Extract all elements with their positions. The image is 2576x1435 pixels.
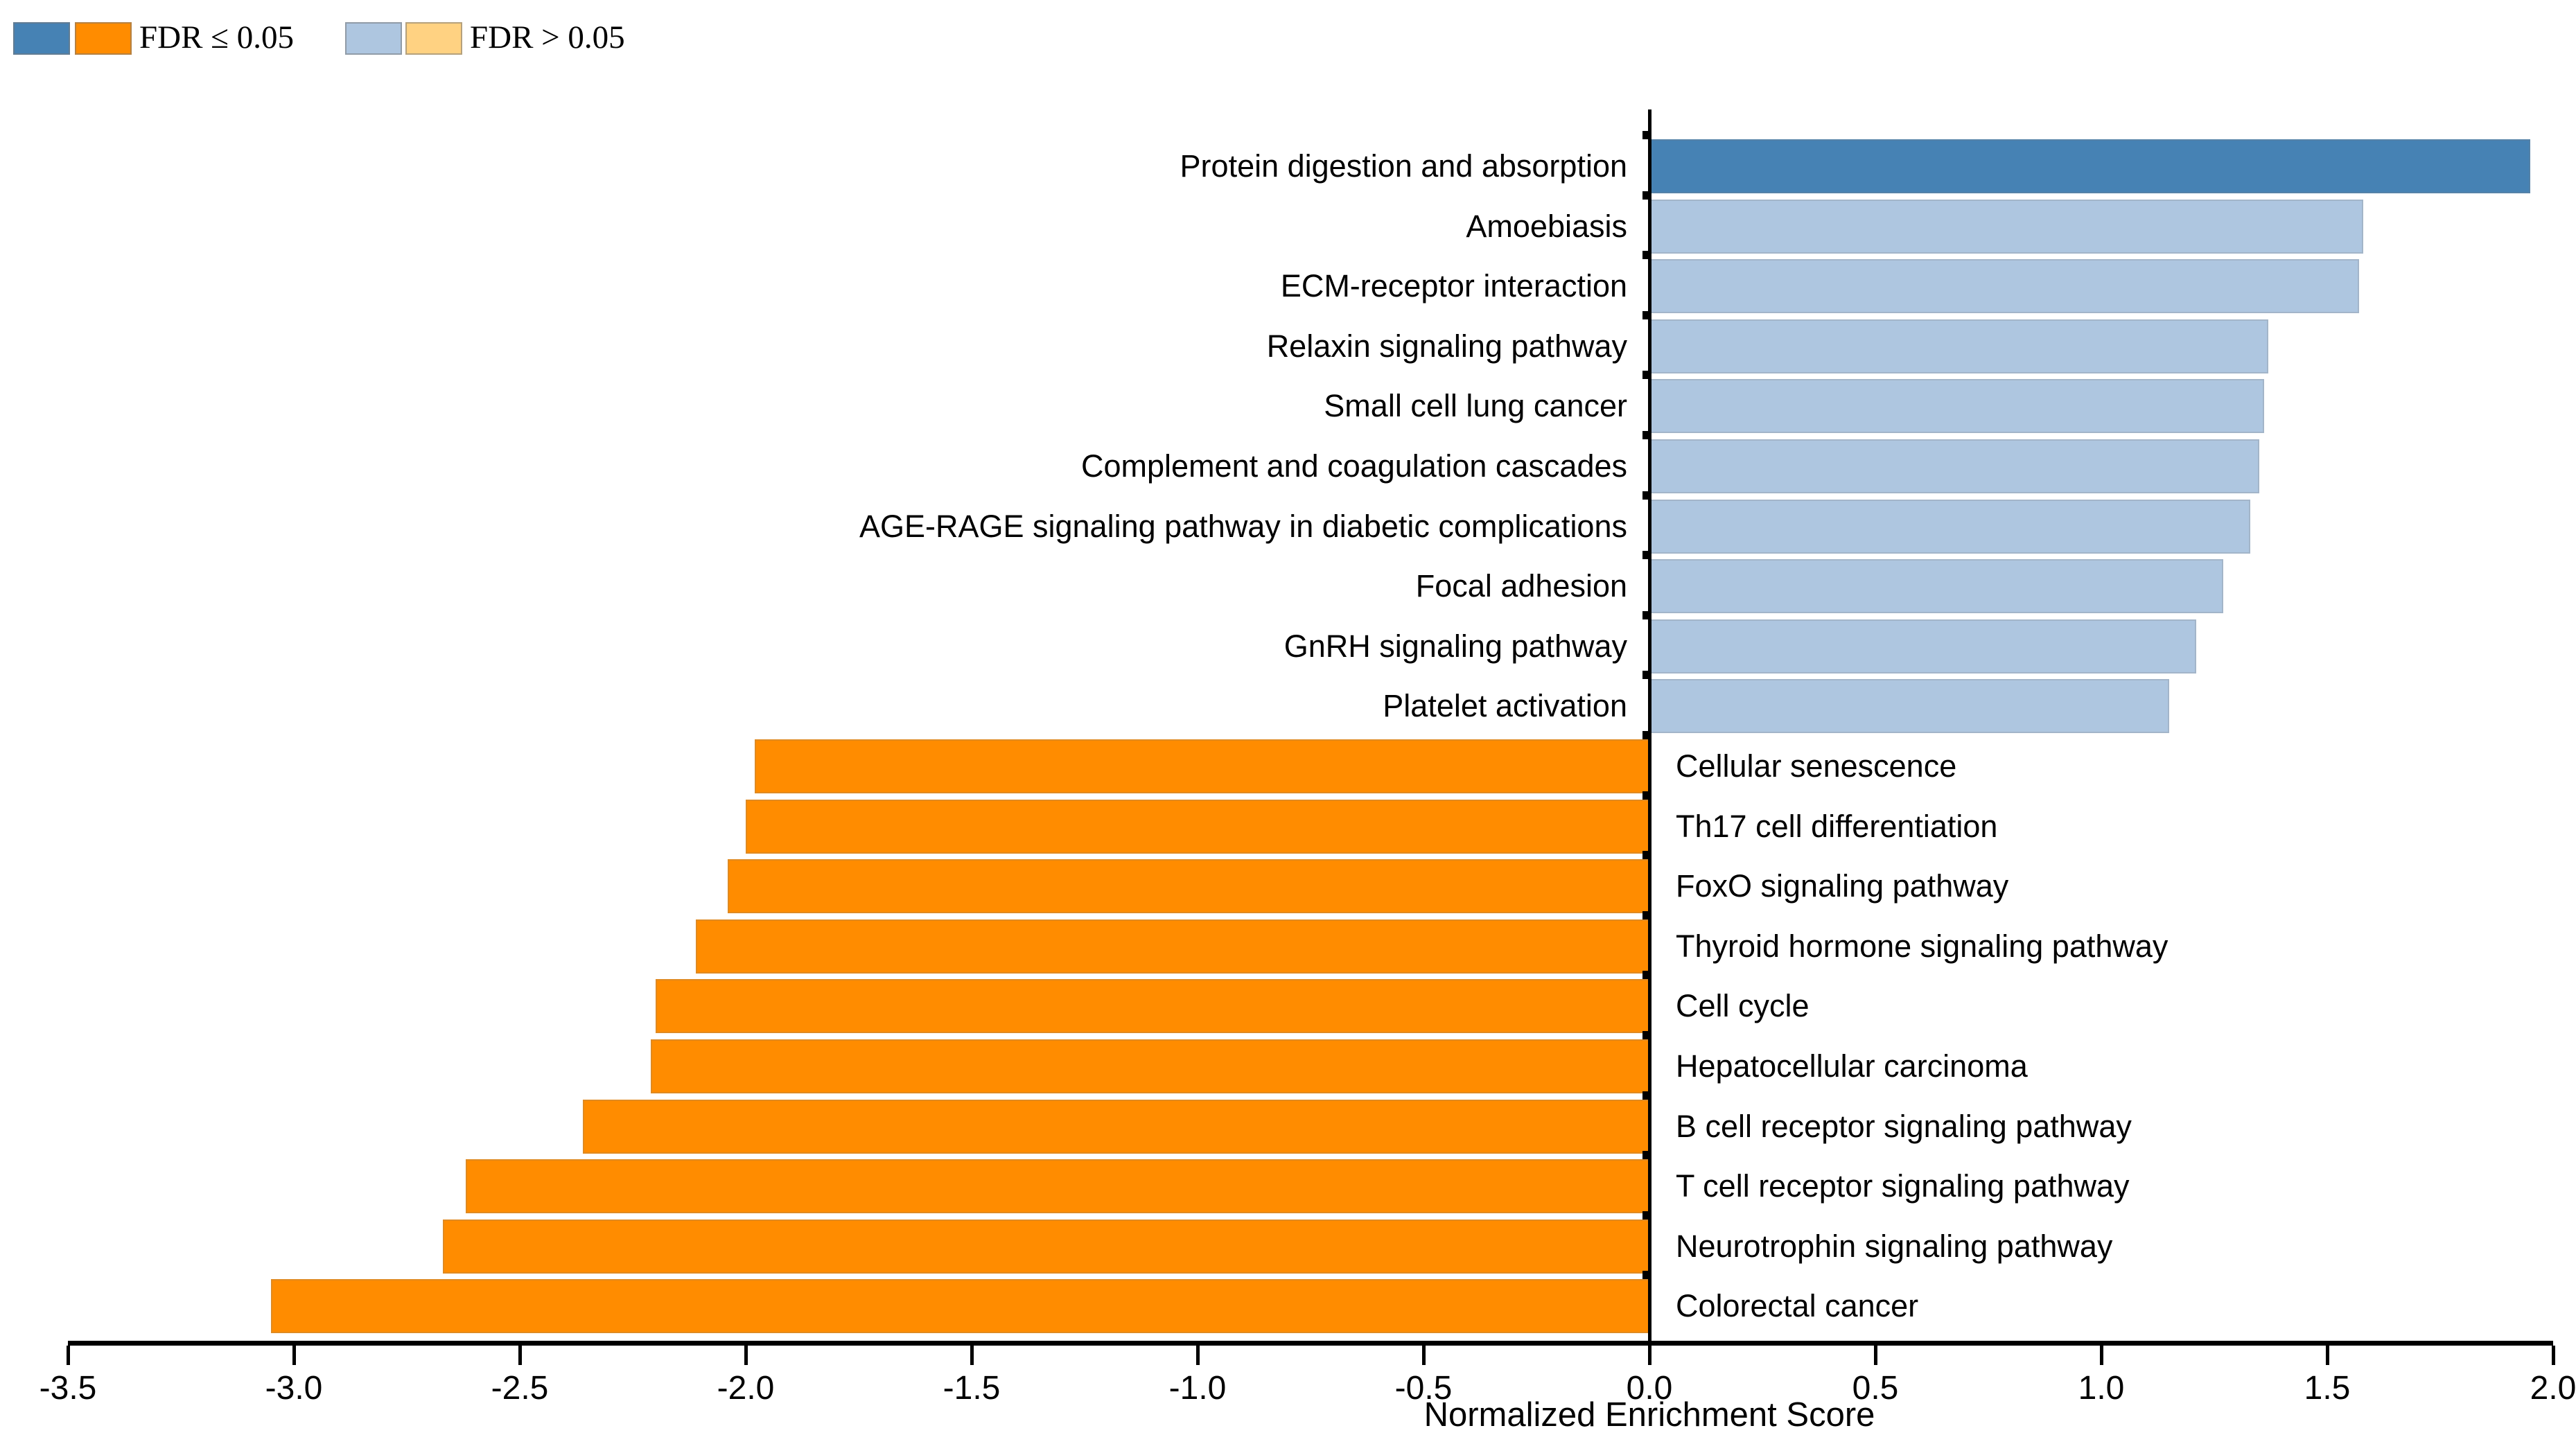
x-tick-label-0.5: 0.5 bbox=[1852, 1370, 1899, 1407]
category-label-neurotrophin-signaling-pathway: Neurotrophin signaling pathway bbox=[1676, 1228, 2113, 1264]
category-label-focal-adhesion: Focal adhesion bbox=[1415, 568, 1627, 604]
category-label-thyroid-hormone-signaling-pathway: Thyroid hormone signaling pathway bbox=[1676, 928, 2168, 964]
bar-complement-and-coagulation-cascades bbox=[1649, 439, 2260, 493]
x-tick-1.5 bbox=[2326, 1346, 2329, 1365]
legend-swatch-nonsignificant-positive bbox=[345, 22, 402, 55]
bar-gnrh-signaling-pathway bbox=[1649, 619, 2196, 674]
bar-protein-digestion-and-absorption bbox=[1649, 139, 2531, 193]
category-label-amoebiasis: Amoebiasis bbox=[1466, 208, 1627, 244]
category-label-colorectal-cancer: Colorectal cancer bbox=[1676, 1288, 1919, 1324]
legend-label-significant: FDR ≤ 0.05 bbox=[139, 19, 294, 55]
category-label-complement-and-coagulation-cascades: Complement and coagulation cascades bbox=[1081, 448, 1627, 484]
x-tick-label--3.5: -3.5 bbox=[39, 1370, 97, 1407]
x-tick-label--1.5: -1.5 bbox=[943, 1370, 1001, 1407]
category-label-th17-cell-differentiation: Th17 cell differentiation bbox=[1676, 808, 1998, 844]
category-label-age-rage-signaling-pathway-in-diabetic-complications: AGE-RAGE signaling pathway in diabetic c… bbox=[859, 508, 1627, 544]
category-label-protein-digestion-and-absorption: Protein digestion and absorption bbox=[1180, 148, 1627, 184]
x-tick-label-0.0: 0.0 bbox=[1626, 1370, 1673, 1407]
category-label-hepatocellular-carcinoma: Hepatocellular carcinoma bbox=[1676, 1048, 2028, 1084]
category-label-foxo-signaling-pathway: FoxO signaling pathway bbox=[1676, 868, 2009, 904]
bar-neurotrophin-signaling-pathway bbox=[443, 1219, 1649, 1274]
x-tick--0.5 bbox=[1422, 1346, 1426, 1365]
x-tick-label--2.5: -2.5 bbox=[491, 1370, 549, 1407]
bar-th17-cell-differentiation bbox=[746, 799, 1649, 854]
bar-focal-adhesion bbox=[1649, 559, 2224, 614]
category-label-cellular-senescence: Cellular senescence bbox=[1676, 748, 1957, 784]
bar-relaxin-signaling-pathway bbox=[1649, 319, 2269, 373]
category-label-relaxin-signaling-pathway: Relaxin signaling pathway bbox=[1266, 328, 1627, 364]
x-tick--3.0 bbox=[292, 1346, 296, 1365]
x-tick-0.0 bbox=[1648, 1346, 1651, 1365]
bar-platelet-activation bbox=[1649, 679, 2169, 734]
category-label-gnrh-signaling-pathway: GnRH signaling pathway bbox=[1283, 628, 1627, 664]
x-tick-label-1.0: 1.0 bbox=[2078, 1370, 2125, 1407]
bar-small-cell-lung-cancer bbox=[1649, 379, 2264, 434]
x-axis-line bbox=[68, 1341, 2553, 1346]
x-tick--2.0 bbox=[744, 1346, 748, 1365]
x-tick-label--2.0: -2.0 bbox=[717, 1370, 775, 1407]
x-tick-1.0 bbox=[2100, 1346, 2103, 1365]
legend-swatch-nonsignificant-negative bbox=[405, 22, 462, 55]
bar-cell-cycle bbox=[655, 979, 1649, 1034]
category-label-small-cell-lung-cancer: Small cell lung cancer bbox=[1324, 388, 1627, 424]
x-tick-label-2.0: 2.0 bbox=[2530, 1370, 2576, 1407]
bar-cellular-senescence bbox=[755, 739, 1649, 793]
x-tick-2.0 bbox=[2552, 1346, 2555, 1365]
category-label-t-cell-receptor-signaling-pathway: T cell receptor signaling pathway bbox=[1676, 1168, 2130, 1204]
bar-amoebiasis bbox=[1649, 199, 2364, 254]
x-tick-label--0.5: -0.5 bbox=[1394, 1370, 1453, 1407]
bar-t-cell-receptor-signaling-pathway bbox=[465, 1159, 1649, 1214]
category-label-b-cell-receptor-signaling-pathway: B cell receptor signaling pathway bbox=[1676, 1108, 2132, 1144]
category-label-cell-cycle: Cell cycle bbox=[1676, 988, 1810, 1024]
bar-thyroid-hormone-signaling-pathway bbox=[696, 919, 1649, 974]
x-tick--1.0 bbox=[1196, 1346, 1200, 1365]
x-tick--3.5 bbox=[67, 1346, 70, 1365]
x-axis-title: Normalized Enrichment Score bbox=[1423, 1396, 1875, 1434]
x-tick--1.5 bbox=[970, 1346, 974, 1365]
bar-colorectal-cancer bbox=[271, 1279, 1649, 1334]
bar-hepatocellular-carcinoma bbox=[651, 1039, 1649, 1093]
legend-label-nonsignificant: FDR > 0.05 bbox=[470, 19, 625, 55]
x-tick-label-1.5: 1.5 bbox=[2304, 1370, 2351, 1407]
category-label-ecm-receptor-interaction: ECM-receptor interaction bbox=[1280, 268, 1627, 304]
bar-b-cell-receptor-signaling-pathway bbox=[583, 1099, 1649, 1154]
bar-ecm-receptor-interaction bbox=[1649, 259, 2359, 314]
legend-swatch-significant-negative bbox=[75, 22, 132, 55]
category-label-platelet-activation: Platelet activation bbox=[1383, 688, 1627, 724]
legend-swatch-significant-positive bbox=[13, 22, 70, 55]
bar-foxo-signaling-pathway bbox=[727, 859, 1649, 914]
bar-age-rage-signaling-pathway-in-diabetic-complications bbox=[1649, 499, 2251, 554]
x-tick--2.5 bbox=[518, 1346, 522, 1365]
x-tick-0.5 bbox=[1874, 1346, 1877, 1365]
zero-axis-line bbox=[1648, 109, 1651, 1346]
x-tick-label--1.0: -1.0 bbox=[1168, 1370, 1227, 1407]
x-tick-label--3.0: -3.0 bbox=[265, 1370, 323, 1407]
